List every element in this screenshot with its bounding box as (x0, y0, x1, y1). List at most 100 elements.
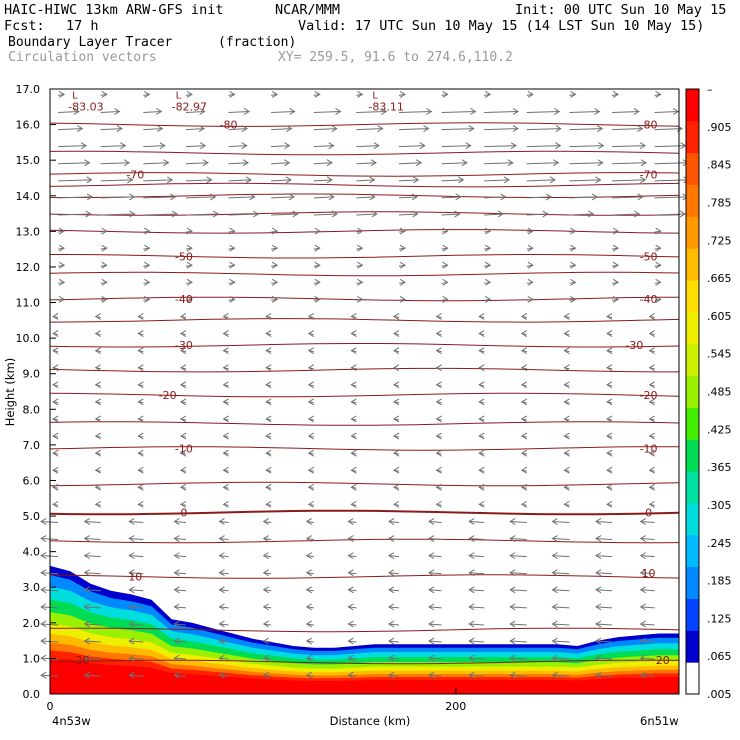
wind-vector-shaft (100, 196, 135, 199)
wind-vector (526, 90, 534, 98)
wind-vector-head (331, 210, 338, 218)
wind-vector (441, 108, 477, 115)
wind-vector-head (137, 500, 144, 508)
wind-vector (435, 415, 442, 423)
wind-vector-head (435, 483, 442, 491)
wind-vector-head (40, 535, 47, 542)
wind-vector-head (128, 603, 135, 611)
wind-vector (569, 261, 577, 269)
wind-vector-head (52, 381, 59, 389)
wind-vector-head (173, 637, 180, 645)
wind-vector-shaft (219, 555, 229, 558)
wind-vector-shaft (100, 145, 126, 148)
wind-vector-head (52, 364, 59, 372)
wind-vector-head (202, 159, 209, 167)
wind-vector-head (484, 278, 492, 286)
colorbar-swatch (686, 216, 699, 249)
wind-vector-head (412, 210, 419, 218)
contour-label: -70 (640, 168, 658, 181)
wind-vector-head (598, 142, 605, 150)
wind-vector-head (563, 449, 570, 457)
y-tick-label: 0.0 (23, 688, 41, 701)
wind-vector (305, 569, 314, 577)
wind-vector (388, 586, 400, 594)
wind-vector (143, 210, 179, 218)
y-tick-label: 5.0 (23, 510, 41, 523)
wind-vector-head (307, 466, 315, 474)
wind-vector-head (563, 381, 570, 389)
wind-vector-head (52, 313, 59, 320)
wind-vector (639, 654, 655, 662)
wind-vector-head (435, 415, 442, 423)
wind-vector (58, 261, 66, 269)
wind-vector-shaft (569, 145, 604, 148)
wind-vector-head (222, 500, 229, 508)
wind-vector (441, 261, 449, 269)
wind-vector-head (478, 500, 485, 508)
wind-vector-shaft (569, 196, 598, 199)
wind-vector (83, 654, 101, 662)
wind-vector (526, 210, 549, 218)
wind-vector (262, 535, 272, 542)
wind-vector-head (606, 415, 613, 423)
wind-vector-head (350, 415, 357, 423)
wind-vector-head (672, 108, 680, 115)
wind-vector (143, 108, 163, 115)
wind-vector-shaft (429, 538, 442, 541)
colorbar-swatch (686, 89, 699, 122)
wind-vector-head (411, 193, 419, 201)
wind-vector-head (229, 227, 236, 235)
wind-vector-head (307, 330, 315, 337)
wind-vector-head (377, 125, 384, 132)
wind-vector-head (262, 637, 269, 645)
wind-vector-head (284, 142, 291, 150)
wind-vector-head (655, 295, 662, 303)
wind-vector-shaft (510, 657, 527, 660)
wind-vector-head (314, 227, 321, 235)
wind-vector-head (428, 671, 435, 679)
wind-vector-head (120, 142, 127, 150)
wind-vector-head (218, 569, 225, 577)
wind-vector (128, 637, 144, 645)
wind-vector-head (520, 381, 528, 389)
wind-vector (173, 535, 186, 542)
wind-vector (100, 210, 136, 218)
wind-vector-head (58, 244, 66, 252)
isotherm-line (49, 392, 680, 398)
wind-vector-head (179, 330, 187, 337)
wind-vector (509, 620, 527, 628)
wind-vector (478, 415, 485, 423)
wind-vector (173, 552, 186, 560)
wind-vector (654, 244, 662, 252)
wind-vector-head (554, 108, 561, 115)
wind-vector (271, 90, 279, 98)
wind-vector (654, 261, 662, 269)
wind-vector-head (40, 518, 47, 525)
wind-vector (228, 244, 236, 252)
wind-vector (222, 398, 229, 406)
wind-vector (313, 142, 335, 150)
wind-vector-head (393, 364, 400, 372)
wind-vector-head (648, 330, 655, 337)
wind-vector (398, 159, 423, 167)
wind-vector-shaft (469, 538, 485, 541)
wind-vector-head (428, 518, 435, 525)
wind-vector-shaft (640, 657, 655, 660)
wind-vector (143, 261, 151, 269)
colorbar-label: .785 (707, 196, 732, 209)
isotherm-lines (49, 122, 680, 665)
isotherm-line (49, 343, 680, 348)
wind-vector-head (527, 295, 534, 303)
wind-vector-shaft (174, 674, 186, 677)
wind-vector-head (509, 637, 516, 645)
wind-vector-shaft (596, 589, 613, 592)
wind-vector-head (399, 244, 406, 252)
wind-vector-shaft (654, 145, 686, 148)
wind-vector-shaft (388, 572, 400, 575)
wind-vector (179, 483, 187, 491)
wind-vector-shaft (569, 128, 603, 131)
wind-vector-shaft (441, 110, 476, 113)
wind-vector (128, 552, 144, 560)
wind-vector (94, 466, 101, 474)
wind-vector-shaft (612, 128, 643, 131)
